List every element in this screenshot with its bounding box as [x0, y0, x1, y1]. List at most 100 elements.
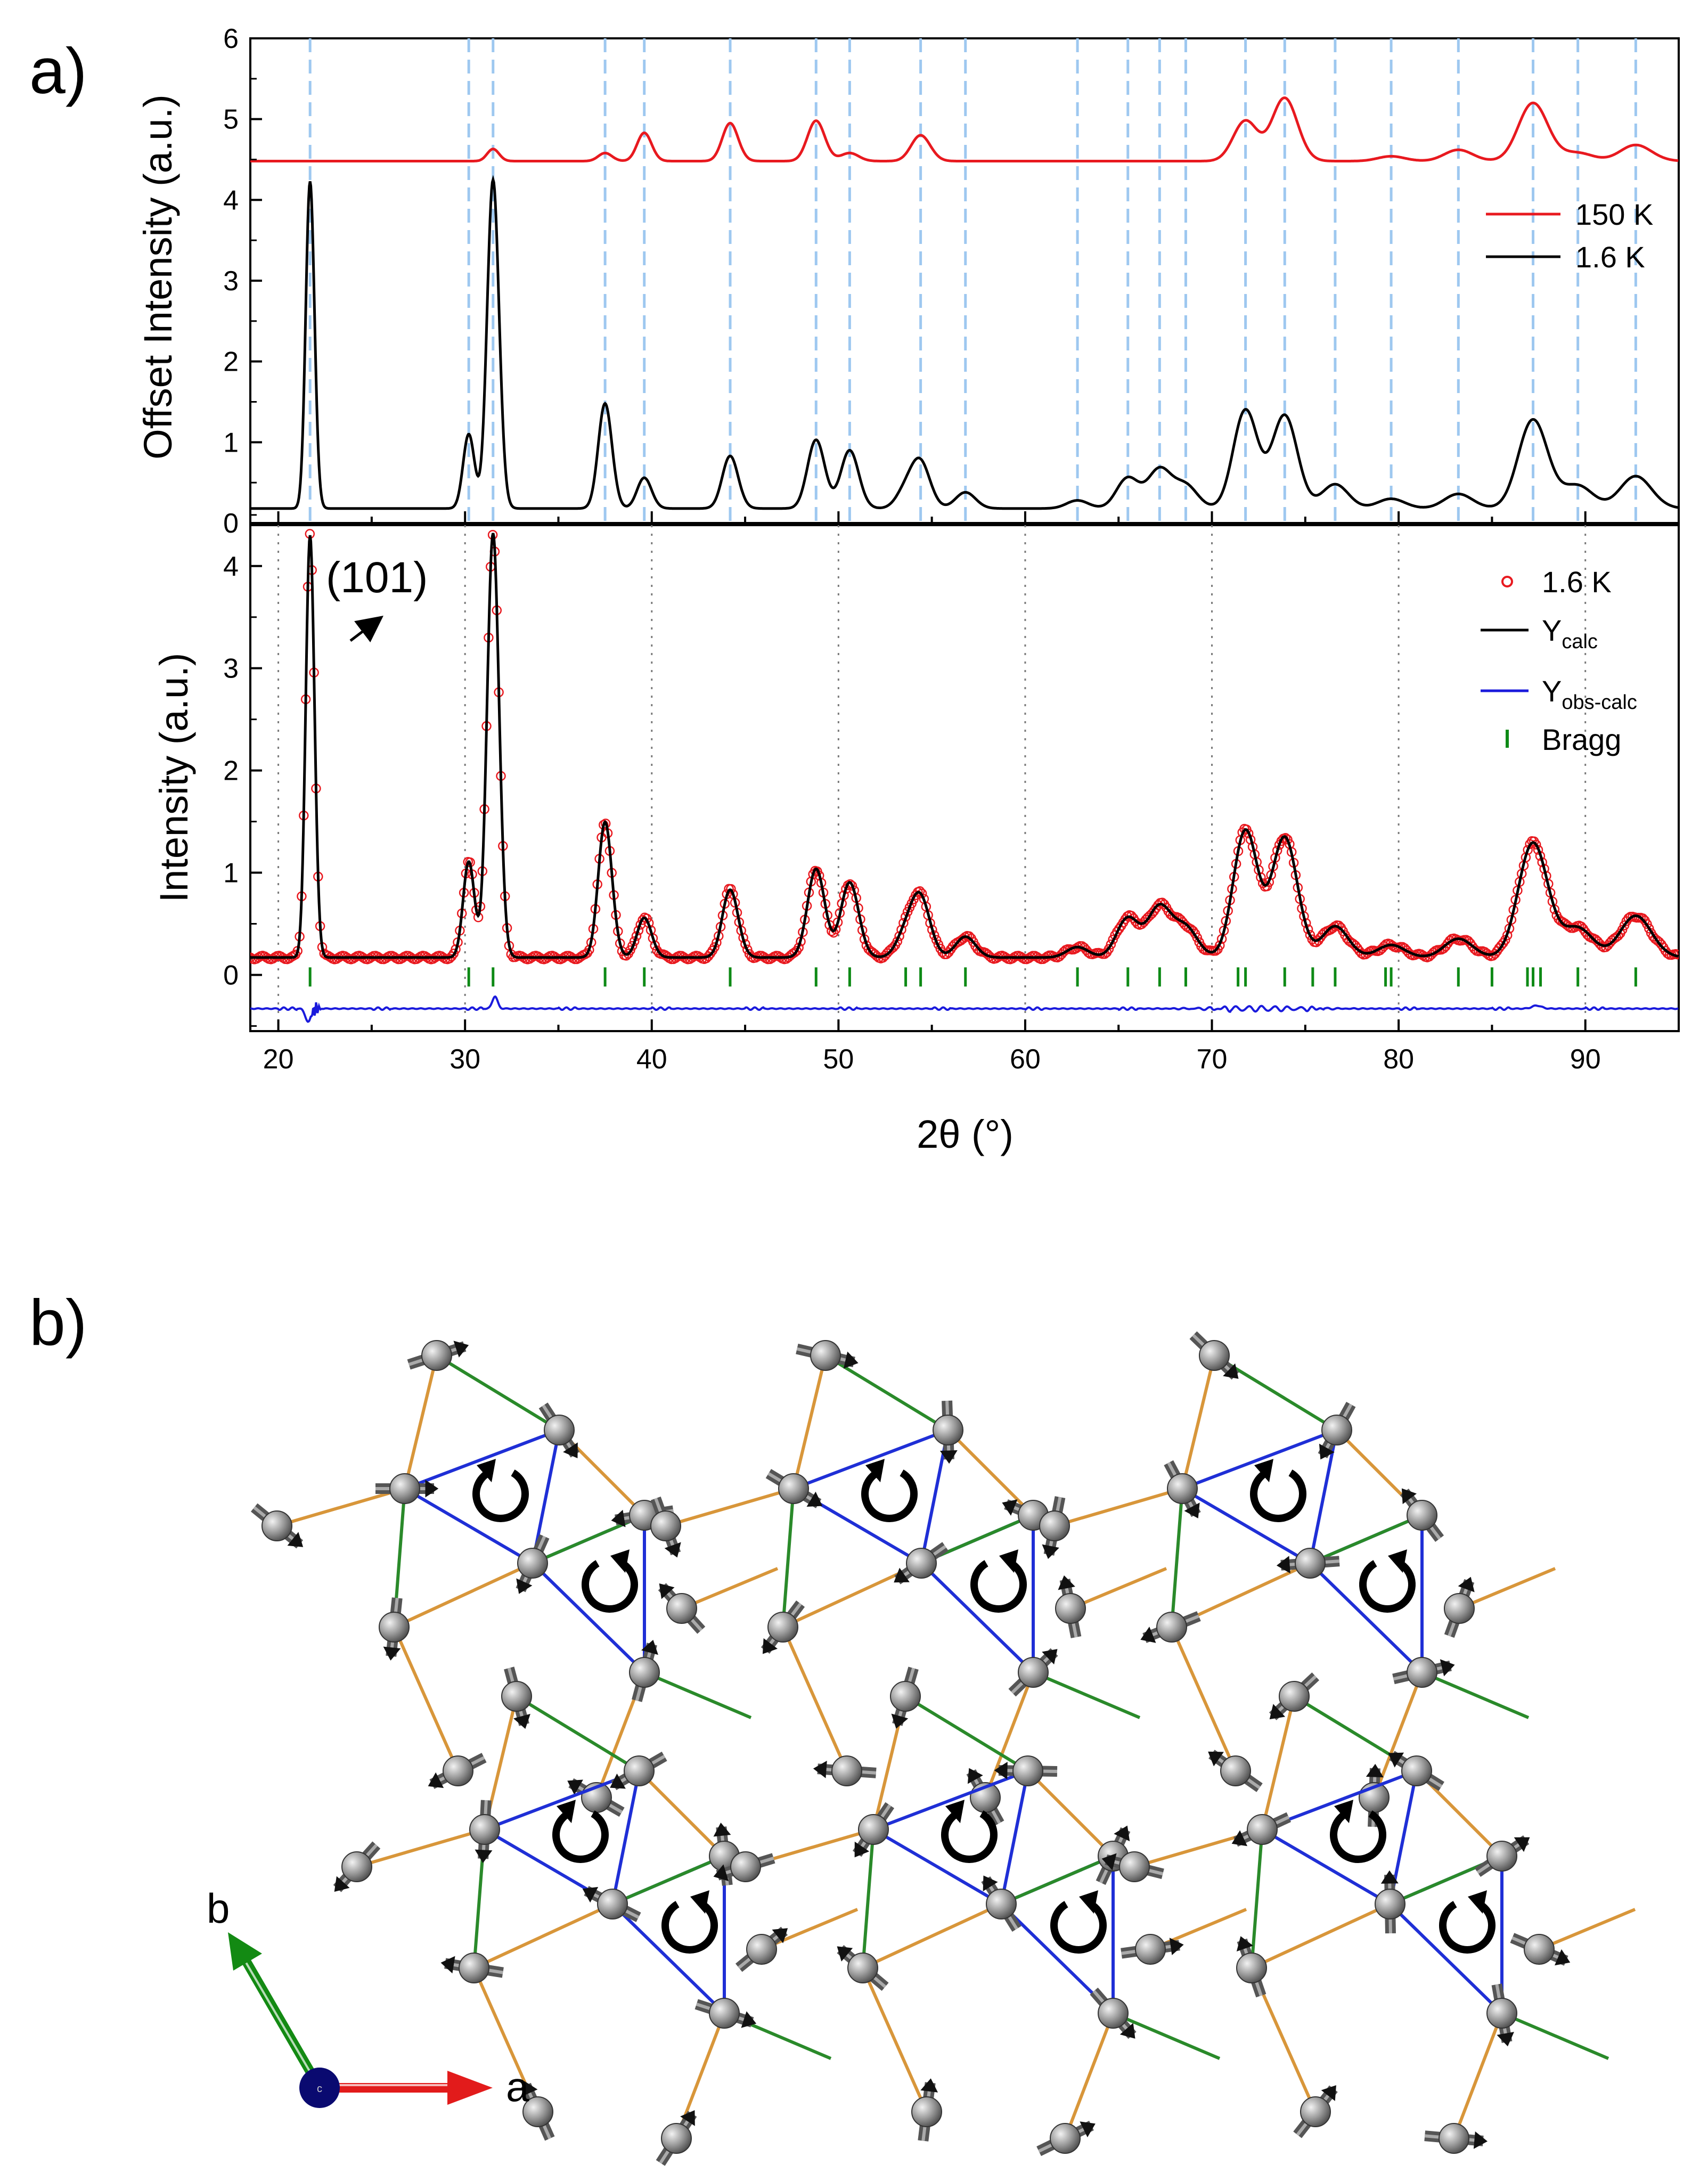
observed-point	[1642, 919, 1652, 929]
atom	[666, 1593, 697, 1624]
rotation-arrowhead-icon	[557, 1800, 576, 1824]
bond-orange	[1458, 1567, 1556, 1610]
spin-arrowhead	[1042, 1649, 1058, 1665]
atom	[1236, 1953, 1267, 1983]
rotation-arrow-icon	[661, 1901, 718, 1954]
atom	[1119, 1851, 1150, 1882]
spin-arrowhead	[1440, 1659, 1455, 1677]
bond-blue	[920, 1562, 1035, 1674]
x-tick-label: 90	[1570, 1044, 1601, 1075]
spin-arrowhead	[680, 2110, 695, 2126]
spin-arrowhead	[1042, 1544, 1059, 1559]
bond-orange	[665, 1487, 794, 1527]
spin-arrowhead	[1473, 2131, 1488, 2149]
spin-arrowhead	[843, 1351, 859, 1369]
spin-arrowhead	[1388, 1752, 1404, 1768]
spin-arrowhead	[1458, 1576, 1475, 1592]
atom	[1018, 1657, 1049, 1688]
atom	[1055, 1593, 1086, 1624]
observed-point	[1106, 939, 1116, 950]
legend-label-1p6k: 1.6 K	[1575, 240, 1645, 274]
spin-arrowhead	[854, 1841, 870, 1858]
spin-arrowhead	[563, 1442, 578, 1459]
bottom-legend: 1.6 K Ycalc Yobs-calc Bragg	[1481, 565, 1637, 756]
y-tick-label-top: 1	[223, 427, 239, 458]
crystal-axes-indicator: c b a	[207, 1885, 529, 2110]
atom	[1439, 2123, 1469, 2154]
rotation-arrowhead-icon	[1254, 1459, 1273, 1483]
panel-a-label: a)	[29, 35, 87, 107]
x-tick-label: 50	[823, 1044, 854, 1075]
spin-arrowhead	[1119, 2023, 1135, 2039]
observed-point	[914, 886, 925, 896]
atom	[1486, 1841, 1517, 1872]
atom	[650, 1510, 681, 1541]
y-tick-label-top: 5	[223, 104, 239, 135]
rotation-arrowhead-icon	[865, 1459, 885, 1483]
y-tick-label-top: 4	[223, 185, 239, 216]
top-legend: 150 K 1.6 K	[1486, 198, 1653, 274]
spin-arrowhead	[920, 2078, 938, 2093]
spin-arrowhead	[641, 1639, 658, 1655]
y-tick-label-bottom: 3	[223, 654, 239, 684]
bond-orange	[1069, 1567, 1167, 1610]
bond-green	[1501, 2012, 1609, 2060]
atom	[661, 2123, 692, 2154]
bond-green	[1309, 1514, 1423, 1565]
top-y-axis-title: Offset Intensity (a.u.)	[136, 94, 180, 459]
rotation-arrow-icon	[472, 1469, 529, 1522]
spin-arrowhead	[813, 1760, 827, 1778]
x-tick-label: 80	[1383, 1044, 1414, 1075]
rotation-arrowhead-icon	[1468, 1890, 1487, 1914]
spin-arrowhead	[521, 2081, 538, 2097]
atom	[1321, 1415, 1352, 1445]
atom	[501, 1681, 532, 1712]
rotation-arrowhead-icon	[1079, 1890, 1098, 1914]
atom	[1295, 1548, 1326, 1579]
bottom-y-axis-title: Intensity (a.u.)	[152, 653, 196, 903]
rotation-arrow-icon	[582, 1560, 638, 1613]
atom	[629, 1657, 660, 1688]
bond-green	[1000, 1855, 1114, 1906]
spin-arrowhead	[475, 1849, 493, 1864]
bond-orange	[1054, 1487, 1183, 1527]
spin-arrowhead	[516, 1578, 533, 1594]
observed-point	[1243, 828, 1254, 839]
atom	[1220, 1755, 1251, 1786]
x-tick-label: 30	[450, 1044, 480, 1075]
spin-arrowhead	[453, 1341, 469, 1358]
atom	[1199, 1340, 1230, 1371]
spin-arrowhead	[428, 1772, 444, 1788]
axis-b-arrow-highlight	[240, 1953, 318, 2085]
bond-orange	[1026, 1769, 1115, 1858]
x-axis-title: 2θ (°)	[917, 1112, 1014, 1156]
bond-orange	[1181, 1355, 1216, 1489]
atom	[379, 1612, 410, 1643]
bond-orange	[356, 1828, 485, 1868]
x-tick-label: 20	[263, 1044, 294, 1075]
legend-label-obs: 1.6 K	[1542, 565, 1612, 599]
spin-arrowhead	[611, 1509, 626, 1527]
atom	[1407, 1500, 1437, 1531]
spin-arrowhead	[1058, 1575, 1075, 1590]
spin-arrowhead	[425, 1480, 439, 1498]
atom	[544, 1415, 575, 1445]
atom	[911, 2096, 942, 2127]
bond-orange	[792, 1355, 827, 1489]
bond-orange	[1170, 1626, 1237, 1772]
spin-arrowhead	[837, 1946, 853, 1962]
spin-arrowhead	[1319, 1443, 1335, 1460]
bond-green	[611, 1855, 725, 1906]
spin-arrowhead	[513, 1713, 530, 1729]
bond-blue	[1181, 1487, 1311, 1565]
bond-blue	[1309, 1562, 1424, 1674]
y-tick-label-top: 0	[223, 508, 239, 539]
observed-point	[1104, 944, 1114, 954]
observed-point	[1523, 845, 1533, 855]
x-tick-label: 40	[636, 1044, 667, 1075]
spin-arrowhead	[582, 1886, 599, 1903]
bond-orange	[276, 1487, 405, 1527]
annotation-arrow	[349, 615, 383, 643]
y-tick-label-bottom: 1	[223, 858, 239, 889]
spin-arrowhead	[967, 1768, 983, 1784]
